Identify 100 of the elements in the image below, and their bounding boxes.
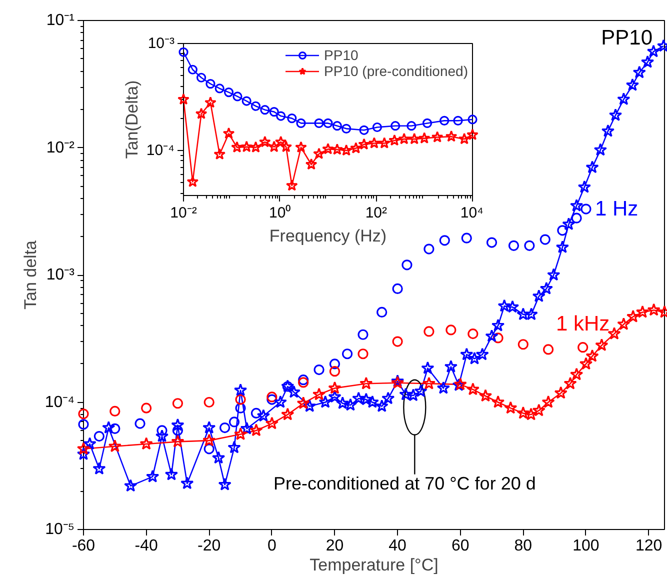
point <box>486 237 498 248</box>
point <box>446 324 456 336</box>
point <box>424 326 434 337</box>
x-tick-label: 0 <box>267 538 276 554</box>
x-tick-label: 60 <box>451 538 470 554</box>
point <box>439 235 450 246</box>
x-tick-label: 80 <box>514 538 532 554</box>
point <box>570 368 584 380</box>
point <box>564 376 577 390</box>
point <box>524 408 538 420</box>
point <box>281 408 294 420</box>
point <box>579 357 593 370</box>
point <box>516 406 530 419</box>
x-axis-title: Frequency (Hz) <box>269 226 387 246</box>
point <box>578 342 588 353</box>
legend-label: PP10 (pre-conditioned) <box>324 63 468 79</box>
point <box>491 395 505 408</box>
legend-label: PP10 <box>324 47 358 63</box>
point <box>328 381 342 394</box>
point <box>266 392 278 402</box>
point <box>110 423 120 434</box>
y-axis-title: Tan delta <box>20 240 40 310</box>
x-tick-label: 40 <box>388 538 407 554</box>
point <box>424 244 434 254</box>
point <box>298 377 309 388</box>
point <box>478 389 492 402</box>
x-tick-label: -40 <box>134 538 158 554</box>
point <box>204 396 214 408</box>
point <box>422 376 436 390</box>
x-axis-title: Temperature [°C] <box>310 556 438 574</box>
point <box>554 386 568 399</box>
point <box>532 404 546 416</box>
point <box>204 444 214 454</box>
point <box>626 310 640 322</box>
point <box>518 339 528 350</box>
x-tick-label: -60 <box>72 538 96 554</box>
point <box>542 395 555 408</box>
point <box>94 431 105 442</box>
point <box>557 225 568 236</box>
y-tick-label: 10⁻⁴ <box>44 394 75 411</box>
point <box>76 442 90 455</box>
point <box>108 440 122 452</box>
point <box>392 336 403 347</box>
x-tick-label: 10⁰ <box>268 204 291 222</box>
point <box>172 425 184 436</box>
y-tick-label: 10⁻² <box>46 139 76 156</box>
point <box>376 306 388 318</box>
point <box>78 419 89 430</box>
point <box>358 329 368 340</box>
point <box>508 240 520 251</box>
point <box>329 358 340 370</box>
point <box>392 283 403 294</box>
y-tick-label: 10⁻⁵ <box>45 521 75 538</box>
x-tick-label: 120 <box>635 538 662 554</box>
point <box>298 374 309 386</box>
y-tick-label: 10⁻⁴ <box>146 142 175 160</box>
point <box>461 232 472 244</box>
point <box>540 234 550 245</box>
point <box>636 305 650 318</box>
point <box>504 401 518 414</box>
point <box>571 212 582 224</box>
point <box>265 416 279 430</box>
x-tick-label: 20 <box>326 538 344 554</box>
point <box>171 434 184 448</box>
point <box>580 204 592 214</box>
point <box>468 328 478 340</box>
point <box>78 408 89 420</box>
x-tick-label: 10⁻² <box>170 204 197 222</box>
x-tick-label: -20 <box>198 538 221 554</box>
point <box>250 424 263 436</box>
point <box>608 326 621 340</box>
point <box>492 332 504 344</box>
point <box>402 260 412 270</box>
point <box>228 416 240 428</box>
point <box>234 427 248 440</box>
point <box>296 396 310 410</box>
point <box>617 317 630 330</box>
point <box>342 348 353 360</box>
point <box>314 364 324 376</box>
point <box>141 402 152 414</box>
point <box>235 394 246 405</box>
point <box>156 425 168 436</box>
point <box>220 422 230 434</box>
y-tick-label: 10⁻³ <box>46 266 76 284</box>
series-label: 1 kHz <box>556 312 610 336</box>
point <box>586 349 599 362</box>
point <box>172 398 184 409</box>
y-tick-label: 10⁻³ <box>148 35 175 52</box>
point <box>358 348 368 360</box>
annotation: Pre-conditioned at 70 °C for 20 d <box>273 473 536 494</box>
point <box>524 240 535 251</box>
x-tick-label: 10² <box>365 204 388 222</box>
point <box>466 382 480 396</box>
x-tick-label: 10⁴ <box>460 204 484 222</box>
point <box>250 408 262 419</box>
point <box>543 344 554 355</box>
point <box>360 376 373 390</box>
point <box>312 388 326 400</box>
point <box>140 437 153 450</box>
annotation: PP10 <box>601 26 653 50</box>
